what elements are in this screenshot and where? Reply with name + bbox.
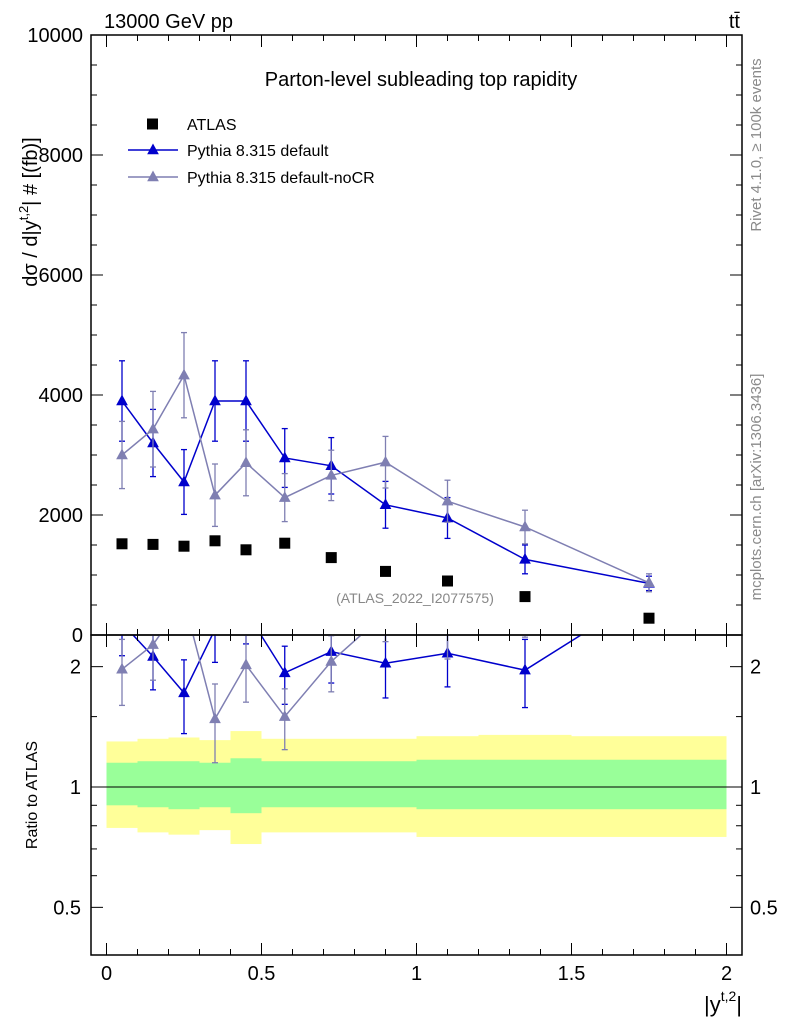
y-tick-label: 8000 [39, 145, 84, 167]
atlas-point [325, 552, 337, 564]
pythia_default-ratio-marker [178, 686, 190, 698]
pythia_nocr-marker [178, 368, 190, 380]
ratio-y-axis-label: Ratio to ATLAS [24, 741, 41, 849]
x-tick-label: 2 [721, 963, 732, 985]
pythia_nocr-ratio-marker [116, 662, 128, 674]
pythia_nocr-ratio-marker [380, 607, 392, 618]
pythia_nocr-marker [441, 494, 454, 506]
rivet-version-label: Rivet 4.1.0, ≥ 100k events [748, 58, 765, 231]
legend-pythia_default-marker [147, 143, 159, 155]
ratio-axes: 0 0.5 1 1.5 2 0.5 0.5 1 1 2 2 [53, 634, 778, 985]
ratio-band-inner [416, 759, 479, 810]
pythia_nocr-marker [147, 422, 159, 434]
ratio-tick-label: 2 [70, 657, 81, 679]
ratio-band-inner [137, 761, 169, 808]
ratio-band-inner [571, 759, 727, 810]
legend-pythia_nocr-label: Pythia 8.315 default-noCR [187, 170, 375, 187]
x-tick-label: 1 [411, 963, 422, 985]
ratio-band-inner [230, 758, 262, 814]
atlas-point [442, 575, 453, 587]
pythia_nocr-ratio-marker [519, 601, 531, 612]
main-series [116, 331, 655, 624]
ratio-panel: 0 0.5 1 1.5 2 0.5 0.5 1 1 2 2 [53, 594, 778, 985]
pythia_default-ratio-marker [278, 666, 291, 678]
ratio-band-inner [199, 762, 231, 808]
y-axis-label: dσ / d|yt,2| # [(fb)] [16, 137, 42, 286]
pythia_nocr-marker [278, 491, 291, 502]
pythia_nocr-marker [240, 456, 252, 468]
x-axis-label: |yt,2| [704, 988, 742, 1017]
pythia_nocr-marker [643, 576, 655, 588]
pythia_nocr-marker [116, 448, 128, 460]
pythia_nocr-ratio-marker [147, 638, 159, 649]
pythia_default-marker [178, 475, 190, 487]
pythia_nocr-marker [209, 488, 221, 500]
process-label: tt̄ [729, 11, 741, 33]
pythia_default-marker [519, 552, 531, 564]
pythia_nocr-ratio-marker [278, 710, 291, 721]
atlas-point [147, 538, 159, 550]
ratio-tick-label-right: 1 [750, 777, 761, 799]
ratio-band-inner [168, 761, 200, 810]
main-axes: 0 2000 4000 6000 8000 10000 [27, 25, 743, 647]
atlas-point [116, 538, 128, 550]
pythia_default-ratio-marker [519, 663, 531, 675]
pythia_default-ratio-marker [116, 617, 128, 628]
pythia_nocr-ratio-marker [240, 658, 252, 670]
atlas-point [380, 565, 391, 577]
ratio-band-inner [478, 759, 572, 810]
pythia_default-marker [116, 394, 128, 406]
atlas-point [178, 540, 190, 552]
y-tick-label: 6000 [39, 265, 84, 287]
pythia_nocr-ratio-marker [209, 712, 221, 724]
pythia_default-marker [379, 498, 392, 510]
chart-title: Parton-level subleading top rapidity [265, 69, 577, 91]
x-tick-label: 0 [101, 963, 112, 985]
y-tick-label: 0 [72, 625, 83, 647]
ratio-tick-label: 1 [70, 777, 81, 799]
pythia_nocr-marker [325, 468, 338, 480]
legend-atlas-label: ATLAS [187, 117, 237, 134]
atlas-point [519, 591, 531, 603]
x-tick-label: 0.5 [248, 963, 276, 985]
atlas-point [209, 535, 221, 547]
pythia_default-marker [278, 451, 291, 463]
ratio-band-inner [354, 761, 417, 808]
pythia_nocr-marker [379, 455, 392, 467]
legend-atlas-marker [147, 118, 158, 130]
mcplots-label: mcplots.cern.ch [arXiv:1306.3436] [748, 374, 765, 601]
x-tick-label: 1.5 [558, 963, 586, 985]
y-tick-label: 4000 [39, 385, 84, 407]
y-tick-label: 2000 [39, 505, 84, 527]
atlas-point [240, 544, 252, 556]
pythia_default-ratio-marker [379, 656, 392, 668]
legend-pythia_nocr-marker [147, 170, 159, 182]
pythia_nocr-ratio-marker [178, 594, 190, 605]
ratio-tick-label-right: 2 [750, 657, 761, 679]
uncertainty-bands [106, 731, 727, 845]
ratio-band-inner [106, 762, 138, 806]
ratio-tick-label: 0.5 [53, 897, 81, 919]
energy-label: 13000 GeV pp [104, 11, 233, 33]
pythia_default-marker [240, 394, 252, 406]
pythia_default-ratio-marker [240, 605, 252, 616]
pythia_nocr-marker [519, 520, 531, 532]
legend-pythia_default-label: Pythia 8.315 default [187, 143, 329, 160]
y-tick-label: 10000 [27, 25, 83, 47]
pythia_nocr-ratio-marker [325, 655, 338, 666]
analysis-watermark: (ATLAS_2022_I2077575) [336, 590, 494, 606]
atlas-point [643, 612, 655, 624]
pythia_default-marker [209, 394, 221, 406]
main-panel: Parton-level subleading top rapidity (AT… [27, 25, 743, 647]
ratio-band-inner [261, 761, 308, 808]
ratio-band-inner [308, 761, 355, 808]
pythia_default-ratio-marker [209, 623, 221, 634]
legend: ATLAS Pythia 8.315 default Pythia 8.315 de… [128, 117, 375, 187]
atlas-point [279, 537, 291, 549]
ratio-tick-label-right: 0.5 [750, 897, 778, 919]
